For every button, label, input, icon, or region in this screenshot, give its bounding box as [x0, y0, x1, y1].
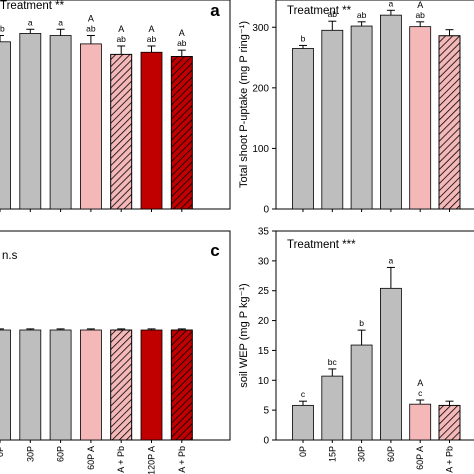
y-tick-label: 100 — [252, 144, 269, 155]
y-tick-label: 0 — [263, 205, 269, 216]
y-tick-label: 30 — [258, 256, 270, 267]
y-tick-label: 25 — [258, 286, 270, 297]
bar — [19, 33, 42, 210]
bar — [379, 14, 402, 210]
y-tick-label: 10 — [258, 376, 270, 387]
bar — [321, 29, 344, 210]
significance-label: c — [301, 389, 306, 399]
x-tick-label: 30P — [357, 446, 367, 462]
panel-a: abaaabAabAabAabATreatment **a — [0, 0, 231, 212]
bar — [140, 51, 163, 210]
bar — [409, 26, 432, 210]
bar-hatch — [110, 329, 133, 441]
x-tick-label: 120P A + Pb — [177, 446, 187, 474]
x-tick-label: 0P — [298, 446, 308, 457]
bar — [379, 287, 402, 441]
y-axis-label: soil WEP (mg P kg⁻¹) — [238, 283, 250, 387]
treatment-annotation: Treatment ** — [0, 0, 65, 12]
treatment-annotation: Treatment *** — [287, 239, 356, 251]
bar-hatch — [170, 56, 193, 210]
bar-hatch — [170, 329, 193, 441]
significance-label: ab — [328, 9, 338, 19]
bar — [292, 48, 314, 210]
significance-label: ab — [116, 34, 126, 44]
x-tick-label: 60P — [386, 446, 396, 462]
y-tick-label: 300 — [252, 23, 269, 34]
bar-hatch — [438, 35, 461, 210]
significance-label-upper: A — [417, 0, 423, 10]
panel-c: 0P 30P 60P 60P A 60P A + Pb 120P A 120P A + Pb… — [0, 230, 231, 474]
significance-label: ab — [0, 24, 5, 34]
significance-label-upper: A — [148, 24, 154, 34]
y-tick-label: 5 — [263, 406, 269, 417]
significance-label-upper: A — [118, 24, 124, 34]
panel-label: c — [210, 241, 219, 260]
x-tick-label: 60P A — [86, 446, 96, 470]
x-tick-label: 120P A — [147, 446, 157, 474]
y-tick-label: 0 — [263, 436, 269, 447]
significance-label: a — [28, 17, 33, 27]
panel-label: a — [210, 1, 220, 20]
significance-label: ab — [147, 34, 157, 44]
significance-label: a — [58, 17, 63, 27]
bar — [80, 43, 102, 210]
bar — [350, 25, 373, 210]
x-tick-label: 60P A + Pb — [445, 446, 455, 474]
y-tick-label: 35 — [258, 227, 270, 238]
plot-frame — [275, 0, 474, 210]
significance-label: ab — [357, 10, 367, 20]
bar-hatch — [438, 404, 461, 441]
y-axis-label: Total shoot P-uptake (mg P ring⁻¹) — [238, 21, 250, 188]
significance-label-upper: A — [417, 378, 423, 388]
x-tick-label: 60P A — [415, 446, 425, 470]
x-tick-label: 30P — [25, 446, 35, 462]
significance-label: ab — [177, 38, 187, 48]
bar — [80, 329, 102, 441]
x-tick-label: 15P — [327, 446, 337, 462]
treatment-annotation: Treatment ** — [287, 5, 352, 17]
bar — [49, 329, 72, 441]
bar — [409, 403, 432, 441]
significance-label: ab — [415, 10, 425, 20]
treatment-annotation: n.s — [2, 250, 18, 262]
significance-label: a — [389, 0, 394, 8]
significance-label: b — [359, 318, 364, 328]
significance-label-upper: A — [179, 28, 185, 38]
x-tick-label: 60P — [56, 446, 66, 462]
plot-frame — [275, 230, 474, 441]
x-tick-label: 0P — [0, 446, 5, 457]
x-tick-label: 60P A + Pb — [116, 446, 126, 474]
y-tick-label: 15 — [258, 346, 270, 357]
bar — [19, 329, 42, 441]
y-tick-label: 20 — [258, 316, 270, 327]
bar-hatch — [110, 53, 133, 210]
bar — [321, 375, 344, 441]
significance-label: a — [389, 255, 394, 265]
bar — [292, 404, 314, 441]
bar — [350, 344, 373, 441]
bar — [0, 41, 11, 210]
significance-label: bc — [328, 357, 338, 367]
significance-label: c — [418, 388, 423, 398]
significance-label-upper: A — [88, 14, 94, 24]
significance-label: b — [301, 33, 306, 43]
significance-label: ab — [86, 24, 96, 34]
bar — [49, 35, 72, 210]
bar — [0, 329, 11, 441]
y-tick-label: 200 — [252, 83, 269, 94]
bar — [140, 329, 163, 441]
